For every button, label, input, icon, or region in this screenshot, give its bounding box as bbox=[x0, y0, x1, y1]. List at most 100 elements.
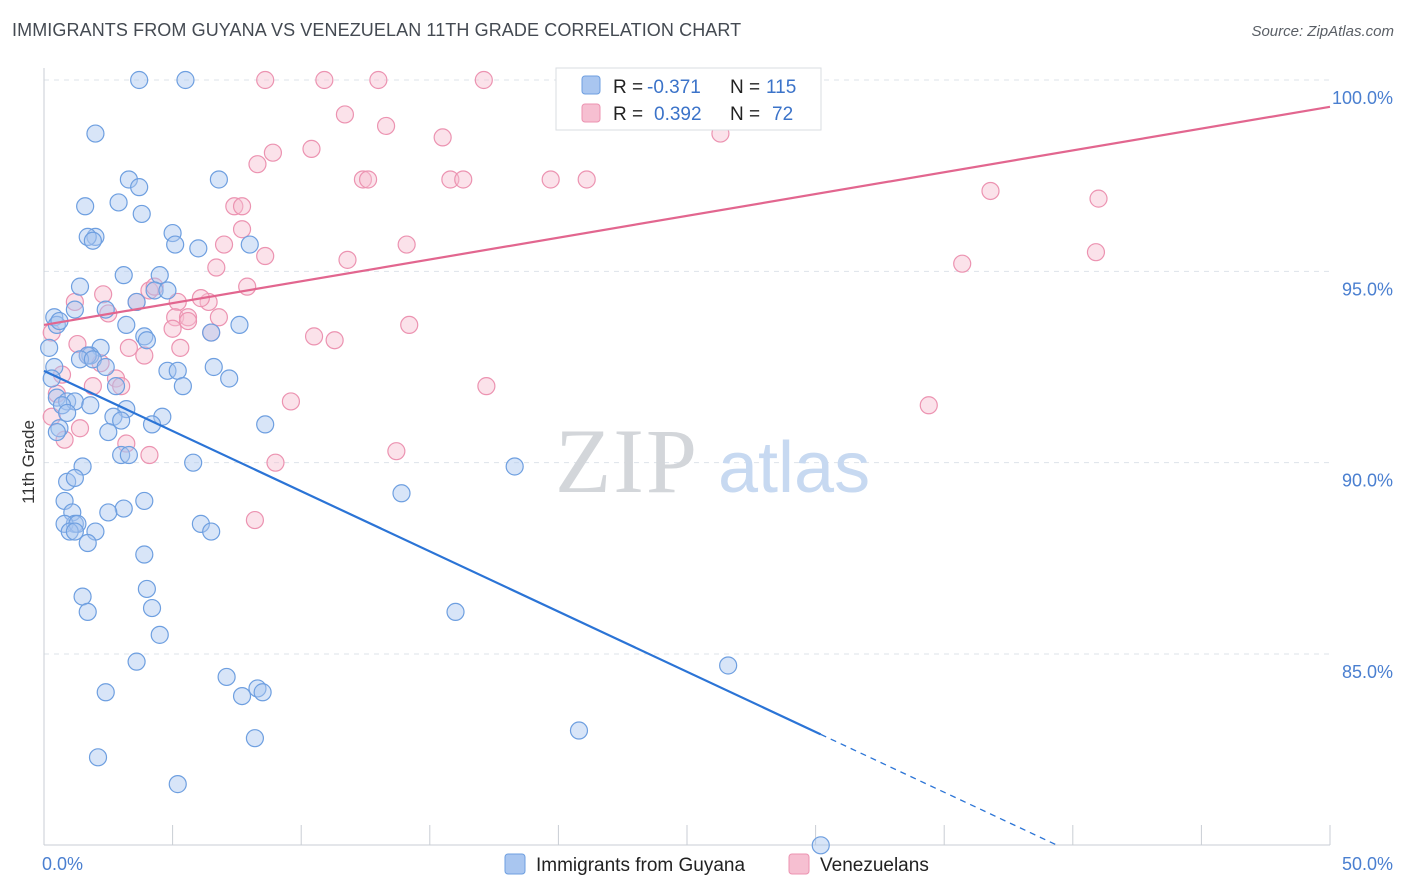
point-venezuelans bbox=[302, 139, 321, 158]
bottom-legend-swatch-guyana bbox=[504, 853, 526, 875]
grid-lines bbox=[44, 79, 1330, 655]
point-guyana bbox=[150, 625, 169, 644]
point-guyana bbox=[232, 686, 252, 706]
point-guyana bbox=[60, 522, 79, 541]
point-venezuelans bbox=[369, 70, 388, 90]
point-venezuelans bbox=[140, 445, 159, 465]
point-guyana bbox=[719, 656, 738, 675]
trend-lines bbox=[43, 105, 1331, 846]
point-venezuelans bbox=[433, 128, 452, 147]
point-venezuelans bbox=[171, 338, 190, 357]
point-venezuelans bbox=[953, 254, 972, 273]
point-guyana bbox=[189, 239, 208, 258]
point-guyana bbox=[112, 411, 131, 430]
point-venezuelans bbox=[315, 70, 334, 90]
point-guyana bbox=[256, 415, 275, 434]
point-guyana bbox=[58, 403, 77, 423]
point-venezuelans bbox=[214, 235, 234, 254]
point-guyana bbox=[245, 729, 265, 748]
point-guyana bbox=[40, 338, 59, 357]
x-tick-label: 50.0% bbox=[1342, 854, 1393, 874]
point-guyana bbox=[65, 300, 84, 319]
point-venezuelans bbox=[577, 170, 596, 189]
point-guyana bbox=[81, 396, 100, 415]
point-guyana bbox=[202, 522, 221, 541]
point-guyana bbox=[99, 503, 118, 522]
point-guyana bbox=[253, 683, 272, 702]
point-guyana bbox=[184, 453, 203, 472]
point-venezuelans bbox=[163, 319, 182, 338]
bottom-legend-swatch-venezuelans bbox=[788, 853, 810, 875]
point-guyana bbox=[47, 422, 66, 442]
point-venezuelans bbox=[245, 510, 265, 530]
point-guyana bbox=[78, 602, 97, 622]
point-venezuelans bbox=[263, 143, 283, 162]
point-guyana bbox=[96, 357, 115, 377]
point-guyana bbox=[158, 361, 177, 380]
point-guyana bbox=[191, 514, 210, 533]
point-venezuelans bbox=[325, 331, 344, 350]
point-venezuelans bbox=[225, 197, 244, 216]
point-venezuelans bbox=[266, 453, 285, 472]
point-guyana bbox=[86, 124, 105, 143]
point-guyana bbox=[145, 281, 164, 300]
point-guyana bbox=[65, 468, 84, 488]
point-guyana bbox=[240, 235, 259, 254]
legend-r-label-pink: R = bbox=[613, 104, 643, 125]
point-venezuelans bbox=[454, 170, 473, 189]
point-venezuelans bbox=[68, 334, 87, 354]
legend-n-label-blue: N = bbox=[730, 77, 760, 98]
point-guyana bbox=[119, 445, 138, 465]
point-venezuelans bbox=[376, 116, 396, 136]
point-venezuelans bbox=[178, 308, 198, 327]
x-tick-label: 0.0% bbox=[42, 854, 83, 874]
point-venezuelans bbox=[477, 377, 496, 396]
point-guyana bbox=[70, 277, 90, 296]
point-venezuelans bbox=[981, 181, 1000, 201]
point-venezuelans bbox=[232, 220, 252, 239]
legend-r-value-pink: 0.392 bbox=[654, 104, 702, 125]
bottom-legend-label-venezuelans: Venezuelans bbox=[820, 855, 929, 876]
bottom-legend-label-guyana: Immigrants from Guyana bbox=[536, 855, 745, 876]
point-guyana bbox=[117, 315, 136, 335]
point-venezuelans bbox=[441, 170, 460, 189]
point-venezuelans bbox=[119, 338, 138, 357]
point-guyana bbox=[130, 70, 149, 90]
point-guyana bbox=[392, 484, 411, 503]
legend-r-label-blue: R = bbox=[613, 77, 643, 98]
point-venezuelans bbox=[1089, 189, 1108, 208]
point-venezuelans bbox=[178, 311, 198, 331]
point-venezuelans bbox=[232, 197, 252, 216]
point-guyana bbox=[158, 281, 177, 300]
point-guyana bbox=[142, 598, 162, 618]
point-venezuelans bbox=[338, 250, 357, 269]
watermark-atlas: atlas bbox=[718, 428, 870, 508]
point-guyana bbox=[88, 748, 108, 767]
point-guyana bbox=[176, 70, 195, 90]
point-guyana bbox=[137, 579, 156, 599]
point-guyana bbox=[446, 602, 465, 622]
source-label: Source: ZipAtlas.com bbox=[1251, 23, 1394, 40]
trend-line-guyana-extension bbox=[820, 733, 1058, 846]
point-guyana bbox=[202, 323, 221, 342]
point-guyana bbox=[230, 315, 249, 335]
legend-swatch-pink bbox=[581, 103, 601, 123]
point-venezuelans bbox=[387, 442, 406, 461]
series-venezuelans bbox=[42, 70, 1108, 530]
point-venezuelans bbox=[209, 308, 228, 327]
legend-box: R = -0.371 N = 115 R = 0.392 N = 72 bbox=[555, 67, 822, 131]
axes bbox=[43, 68, 1331, 846]
legend-n-value-blue: 115 bbox=[766, 77, 796, 98]
point-venezuelans bbox=[1086, 243, 1106, 262]
point-venezuelans bbox=[94, 285, 113, 304]
point-guyana bbox=[114, 266, 133, 285]
point-venezuelans bbox=[238, 277, 257, 296]
point-guyana bbox=[569, 721, 589, 740]
point-venezuelans bbox=[541, 170, 560, 189]
point-venezuelans bbox=[112, 377, 131, 396]
point-guyana bbox=[137, 331, 156, 350]
point-guyana bbox=[73, 587, 92, 606]
chart-title: IMMIGRANTS FROM GUYANA VS VENEZUELAN 11T… bbox=[12, 20, 742, 40]
bottom-legend: Immigrants from Guyana Venezuelans bbox=[504, 853, 929, 876]
point-venezuelans bbox=[919, 396, 938, 415]
